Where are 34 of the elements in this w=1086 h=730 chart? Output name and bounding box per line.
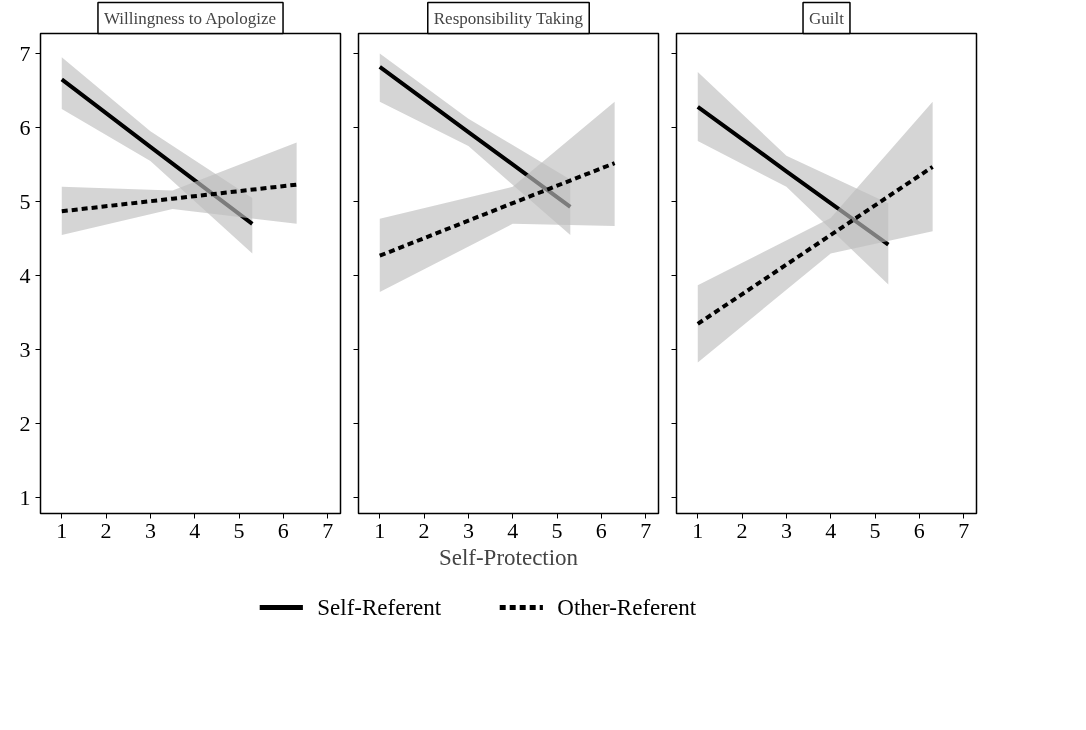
x-tick-label: 1	[374, 517, 386, 543]
x-tick-label: 5	[233, 517, 245, 543]
legend-label: Self-Referent	[317, 595, 442, 620]
x-tick-label: 3	[144, 517, 156, 543]
x-tick-label: 1	[56, 517, 68, 543]
x-tick-label: 7	[640, 517, 652, 543]
x-tick-label: 6	[595, 517, 607, 543]
x-tick-label: 5	[869, 517, 881, 543]
chart-title: Willingness to Apologize	[103, 8, 277, 28]
x-tick-label: 4	[825, 517, 837, 543]
legend-label: Other-Referent	[557, 595, 697, 620]
x-tick-label: 4	[507, 517, 519, 543]
x-tick-label: 2	[736, 517, 748, 543]
y-tick-label: 2	[19, 410, 31, 436]
x-tick-label: 1	[692, 517, 704, 543]
x-tick-label: 3	[780, 517, 792, 543]
y-tick-label: 4	[19, 262, 31, 288]
x-axis-title: Self-Protection	[438, 544, 579, 570]
x-tick-label: 7	[958, 517, 970, 543]
y-tick-label: 6	[19, 114, 31, 140]
x-tick-label: 2	[100, 517, 112, 543]
x-tick-label: 2	[418, 517, 430, 543]
x-tick-label: 5	[551, 517, 563, 543]
x-tick-label: 6	[913, 517, 925, 543]
y-tick-label: 3	[19, 336, 31, 362]
chart-title: Responsibility Taking	[433, 8, 584, 28]
x-tick-label: 7	[322, 517, 334, 543]
x-tick-label: 6	[277, 517, 289, 543]
y-tick-label: 1	[19, 484, 31, 510]
x-tick-label: 4	[189, 517, 201, 543]
chart-title: Guilt	[809, 8, 845, 28]
x-tick-label: 3	[462, 517, 474, 543]
y-tick-label: 7	[19, 40, 31, 66]
y-tick-label: 5	[19, 188, 31, 214]
